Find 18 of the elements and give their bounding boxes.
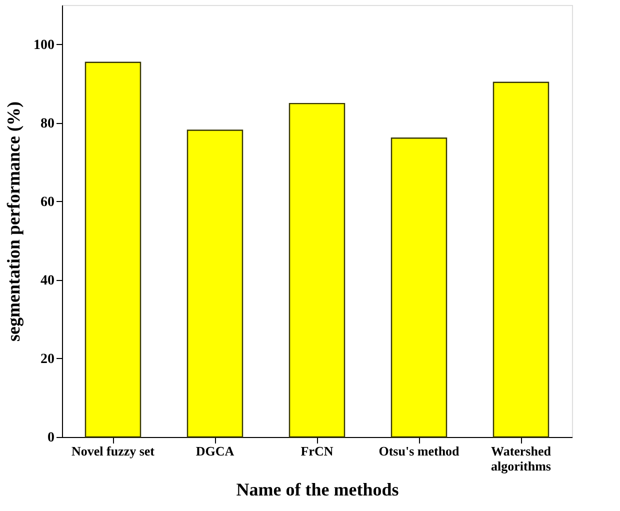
bar [492, 82, 550, 438]
x-tick-label: Otsu's method [378, 444, 460, 458]
x-tick-label: Watershed algorithms [491, 444, 552, 474]
bar [288, 102, 346, 438]
x-tick-label: Novel fuzzy set [71, 444, 156, 458]
x-tick-label: DGCA [196, 444, 235, 458]
y-tick-label: 20 [40, 352, 54, 367]
x-axis-title: Name of the methods [236, 480, 399, 500]
y-tick-label: 100 [34, 38, 54, 53]
y-tick-label: 80 [40, 116, 54, 132]
y-axis-title: segmentation performance (%) [4, 102, 24, 342]
bar [186, 130, 244, 438]
x-tick-label: FrCN [300, 444, 334, 458]
y-tick-label: 40 [40, 273, 54, 288]
y-tick-label: 0 [48, 430, 54, 446]
bar [84, 62, 142, 438]
bar [390, 138, 448, 438]
y-tick-label: 60 [40, 194, 54, 210]
